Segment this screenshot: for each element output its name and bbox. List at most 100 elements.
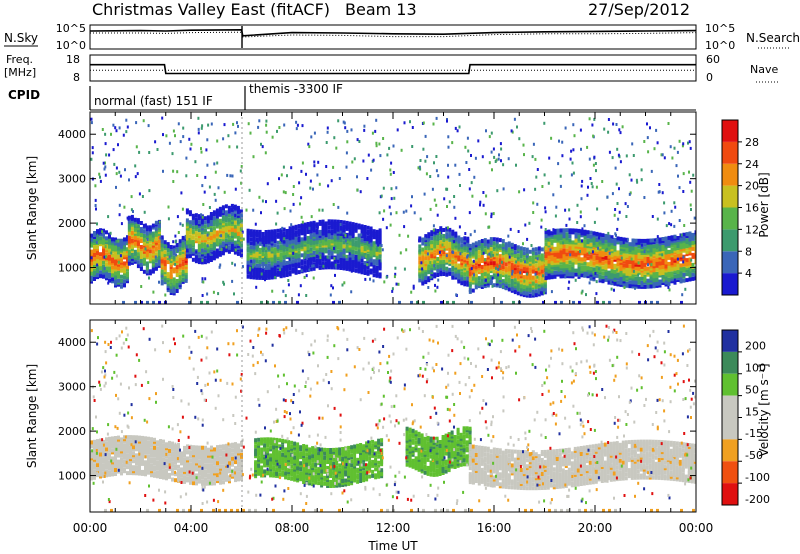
scatter-cell [310, 135, 313, 139]
scatter-cell [638, 300, 641, 304]
scatter-cell [152, 290, 155, 294]
scatter-cell [245, 208, 248, 212]
scatter-cell [176, 249, 179, 253]
scatter-cell [362, 159, 365, 163]
scatter-cell [315, 254, 319, 259]
scatter-cell [332, 203, 335, 206]
scatter-cell [418, 244, 422, 249]
scatter-cell [616, 147, 619, 151]
scatter-cell [516, 125, 518, 129]
scatter-cell [463, 252, 467, 257]
scatter-cell [658, 237, 662, 242]
scatter-cell [592, 255, 596, 260]
scatter-cell [123, 261, 126, 266]
scatter-cell [422, 147, 425, 151]
scatter-cell [265, 123, 268, 127]
scatter-cell [223, 123, 226, 127]
scatter-cell [206, 233, 209, 237]
scatter-cell [483, 238, 487, 243]
scatter-cell [148, 276, 150, 280]
scatter-cell [345, 151, 348, 155]
scatter-cell [389, 223, 392, 227]
scatter-cell [474, 241, 478, 246]
scatter-cell [643, 279, 646, 283]
scatter-cell [122, 133, 125, 137]
scatter-cell [315, 228, 319, 233]
scatter-cell [398, 300, 401, 304]
scatter-cell [442, 238, 446, 242]
scatter-cell [673, 224, 676, 228]
scatter-cell [114, 126, 117, 130]
noise-sky-line [89, 28, 697, 37]
scatter-cell [325, 165, 328, 168]
scatter-cell [528, 255, 532, 260]
scatter-cell [337, 205, 340, 209]
scatter-cell [139, 259, 143, 263]
scatter-cell [580, 197, 583, 201]
scatter-cell [468, 251, 472, 256]
scatter-cell [625, 259, 629, 264]
scatter-cell [468, 243, 472, 248]
scatter-cell [552, 193, 555, 197]
scatter-cell [661, 245, 665, 249]
scatter-cell [649, 238, 653, 243]
scatter-cell [224, 210, 228, 215]
scatter-cell [356, 175, 358, 179]
scatter-cell [360, 224, 364, 229]
scatter-cell [337, 119, 340, 123]
scatter-cell [363, 225, 367, 229]
scatter-cell [519, 246, 523, 251]
scatter-cell [427, 286, 430, 289]
scatter-cell [424, 234, 428, 239]
scatter-cell [184, 256, 188, 261]
scatter-cell [368, 244, 371, 248]
scatter-cell [424, 159, 427, 163]
scatter-cell [104, 142, 107, 146]
scatter-cell [660, 153, 663, 157]
scatter-cell [433, 272, 437, 277]
scatter-cell [200, 300, 203, 304]
scatter-cell [604, 233, 608, 238]
scatter-cell [694, 230, 696, 235]
scatter-cell [400, 148, 403, 152]
scatter-cell [200, 213, 203, 217]
scatter-cell [544, 254, 548, 259]
scatter-cell [234, 248, 237, 252]
scatter-cell [212, 290, 215, 294]
frequency-line [90, 63, 696, 75]
scatter-cell [632, 269, 635, 273]
scatter-cell [366, 269, 370, 274]
scatter-cell [547, 259, 551, 264]
scatter-cell [548, 156, 551, 160]
scatter-cell [264, 274, 266, 278]
scatter-cell [327, 219, 331, 224]
scatter-cell [544, 206, 547, 210]
scatter-cell [97, 231, 100, 235]
scatter-cell [482, 203, 485, 207]
scatter-cell [174, 234, 177, 238]
scatter-cell [233, 240, 237, 245]
scatter-cell [333, 136, 336, 140]
scatter-cell [634, 238, 638, 243]
scatter-cell [264, 252, 268, 256]
scatter-cell [677, 174, 679, 178]
scatter-cell [207, 123, 210, 127]
scatter-cell [553, 270, 557, 275]
scatter-cell [322, 264, 325, 268]
scatter-cell [162, 133, 164, 137]
scatter-cell [201, 184, 204, 188]
scatter-cell [139, 251, 143, 255]
scatter-cell [351, 160, 354, 164]
scatter-cell [380, 194, 383, 198]
scatter-cell [356, 138, 359, 142]
scatter-cell [516, 245, 520, 250]
scatter-cell [436, 213, 439, 217]
scatter-cell [556, 228, 560, 233]
scatter-cell [102, 457, 105, 462]
scatter-cell [191, 247, 195, 252]
scatter-cell [465, 161, 468, 164]
scatter-cell [93, 249, 96, 253]
scatter-cell [188, 238, 191, 241]
scatter-cell [109, 231, 112, 235]
scatter-cell [471, 194, 474, 198]
